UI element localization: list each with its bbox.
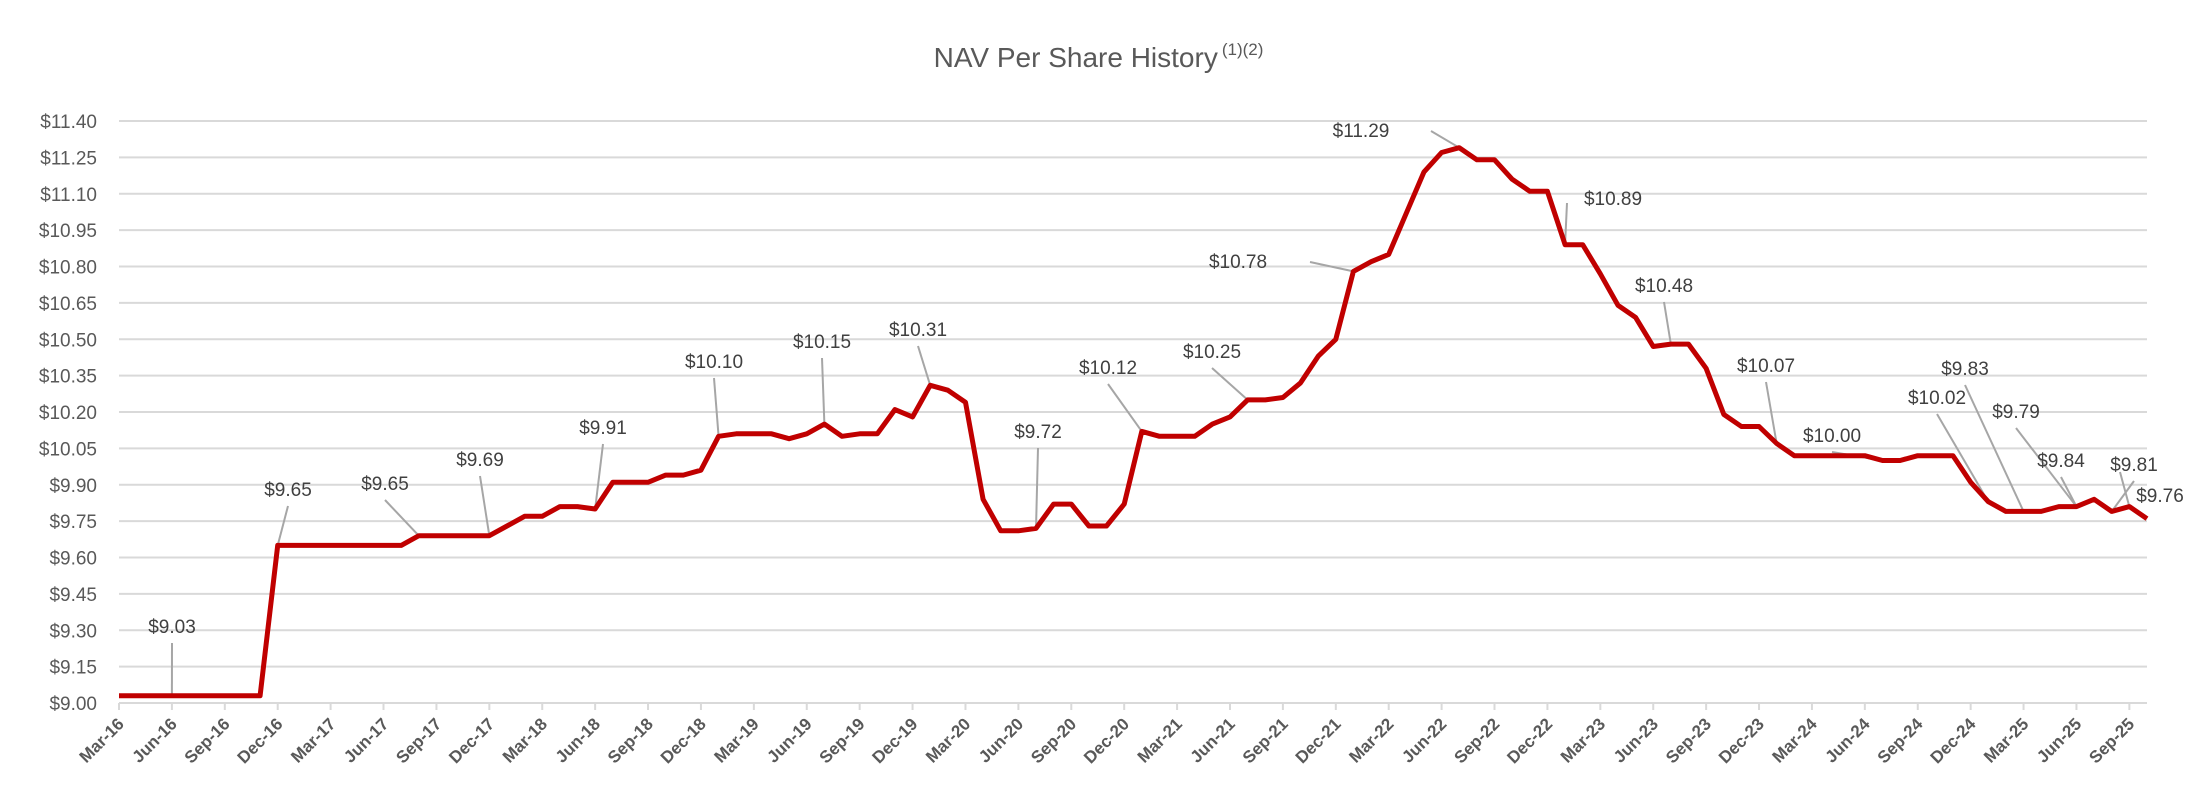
x-axis-label: Mar-17 <box>287 714 339 766</box>
x-axis-label: Dec-17 <box>445 714 498 767</box>
data-label: $10.78 <box>1209 252 1267 273</box>
y-axis-label: $9.60 <box>49 549 97 570</box>
annotation-leader-line <box>1036 448 1038 528</box>
y-axis-label: $10.80 <box>39 258 97 279</box>
x-axis-label: Jun-22 <box>1398 714 1450 766</box>
x-axis-label: Dec-22 <box>1503 714 1556 767</box>
annotation-leader-line <box>714 378 719 436</box>
x-axis-label: Jun-23 <box>1610 714 1662 766</box>
y-axis-label: $10.95 <box>39 221 97 242</box>
x-axis-label: Sep-24 <box>1874 714 1927 767</box>
x-axis-label: Dec-24 <box>1927 714 1980 767</box>
x-axis-label: Mar-16 <box>76 714 128 766</box>
x-axis-label: Jun-21 <box>1187 714 1239 766</box>
x-axis-label: Mar-24 <box>1769 714 1822 767</box>
data-label: $9.65 <box>361 474 409 495</box>
annotation-leader-line <box>385 500 419 536</box>
data-label: $10.00 <box>1803 426 1861 447</box>
x-axis-label: Dec-21 <box>1292 714 1345 767</box>
y-axis-label: $9.45 <box>49 585 97 606</box>
data-label: $10.89 <box>1584 189 1642 210</box>
x-axis-label: Sep-20 <box>1027 714 1080 767</box>
x-axis-label: Mar-25 <box>1980 714 2032 766</box>
x-axis-label: Dec-23 <box>1715 714 1768 767</box>
y-axis-label: $10.50 <box>39 330 97 351</box>
y-axis-label: $10.65 <box>39 294 97 315</box>
y-axis-label: $9.75 <box>49 512 97 533</box>
x-axis-label: Jun-17 <box>340 714 392 766</box>
x-axis-label: Sep-17 <box>392 714 445 767</box>
x-axis-label: Dec-18 <box>657 714 710 767</box>
x-axis-label: Mar-23 <box>1557 714 1609 766</box>
data-label: $9.79 <box>1992 402 2040 423</box>
y-axis-label: $11.10 <box>40 185 97 206</box>
x-axis-label: Sep-25 <box>2085 714 2138 767</box>
annotation-leader-line <box>278 506 288 545</box>
x-axis-label: Dec-19 <box>869 714 922 767</box>
y-axis-label: $9.15 <box>49 658 97 679</box>
y-axis-label: $9.90 <box>49 476 97 497</box>
annotation-leader-line <box>918 346 930 385</box>
x-axis-label: Mar-20 <box>922 714 974 766</box>
data-label: $10.02 <box>1908 388 1966 409</box>
x-axis-label: Dec-16 <box>234 714 287 767</box>
data-label: $9.91 <box>579 418 627 439</box>
data-label: $9.83 <box>1941 359 1989 380</box>
y-axis-label: $9.30 <box>49 621 97 642</box>
data-label: $9.69 <box>456 450 504 471</box>
chart-title: NAV Per Share History(1)(2) <box>0 40 2197 74</box>
annotation-leader-line <box>822 358 824 424</box>
y-axis-label: $9.00 <box>49 694 97 715</box>
data-label: $10.15 <box>793 332 851 353</box>
x-axis-label: Sep-19 <box>816 714 869 767</box>
x-axis-label: Mar-18 <box>499 714 551 766</box>
chart-title-text: NAV Per Share History <box>934 42 1218 73</box>
data-label: $9.72 <box>1014 422 1062 443</box>
data-label: $9.76 <box>2136 486 2184 507</box>
annotation-leader-line <box>1431 131 1459 148</box>
y-axis-label: $11.40 <box>40 112 97 133</box>
x-axis-label: Jun-25 <box>2033 714 2085 766</box>
annotation-leader-line <box>2061 477 2076 507</box>
x-axis-label: Sep-23 <box>1662 714 1715 767</box>
x-axis-label: Sep-21 <box>1239 714 1292 767</box>
x-axis-label: Jun-18 <box>552 714 604 766</box>
data-label: $9.84 <box>2037 451 2085 472</box>
x-axis-label: Jun-24 <box>1821 714 1874 767</box>
y-axis-label: $10.35 <box>39 367 97 388</box>
annotation-leader-line <box>1212 368 1248 400</box>
x-axis-label: Mar-22 <box>1345 714 1397 766</box>
x-axis-label: Dec-20 <box>1080 714 1133 767</box>
y-axis-label: $11.25 <box>40 148 97 169</box>
x-axis-label: Jun-16 <box>129 714 181 766</box>
data-label: $11.29 <box>1333 121 1390 142</box>
data-label: $10.25 <box>1183 342 1241 363</box>
y-axis-label: $10.05 <box>39 439 97 460</box>
x-axis-label: Sep-18 <box>604 714 657 767</box>
x-axis-label: Mar-21 <box>1134 714 1186 766</box>
data-label: $10.07 <box>1737 356 1795 377</box>
x-axis-label: Mar-19 <box>710 714 762 766</box>
data-label: $9.81 <box>2110 455 2158 476</box>
data-label: $9.03 <box>148 617 196 638</box>
x-axis-label: Sep-16 <box>181 714 234 767</box>
data-label: $9.65 <box>264 480 312 501</box>
annotation-leader-line <box>1664 302 1671 344</box>
data-label: $10.10 <box>685 352 743 373</box>
annotation-leader-line <box>1108 384 1142 431</box>
chart-title-footnotes: (1)(2) <box>1222 40 1264 59</box>
x-axis-label: Jun-20 <box>975 714 1027 766</box>
data-label: $10.48 <box>1635 276 1693 297</box>
x-axis-label: Sep-22 <box>1450 714 1503 767</box>
data-label: $10.31 <box>889 320 947 341</box>
x-axis-label: Jun-19 <box>763 714 815 766</box>
y-axis-label: $10.20 <box>39 403 97 424</box>
data-label: $10.12 <box>1079 358 1137 379</box>
